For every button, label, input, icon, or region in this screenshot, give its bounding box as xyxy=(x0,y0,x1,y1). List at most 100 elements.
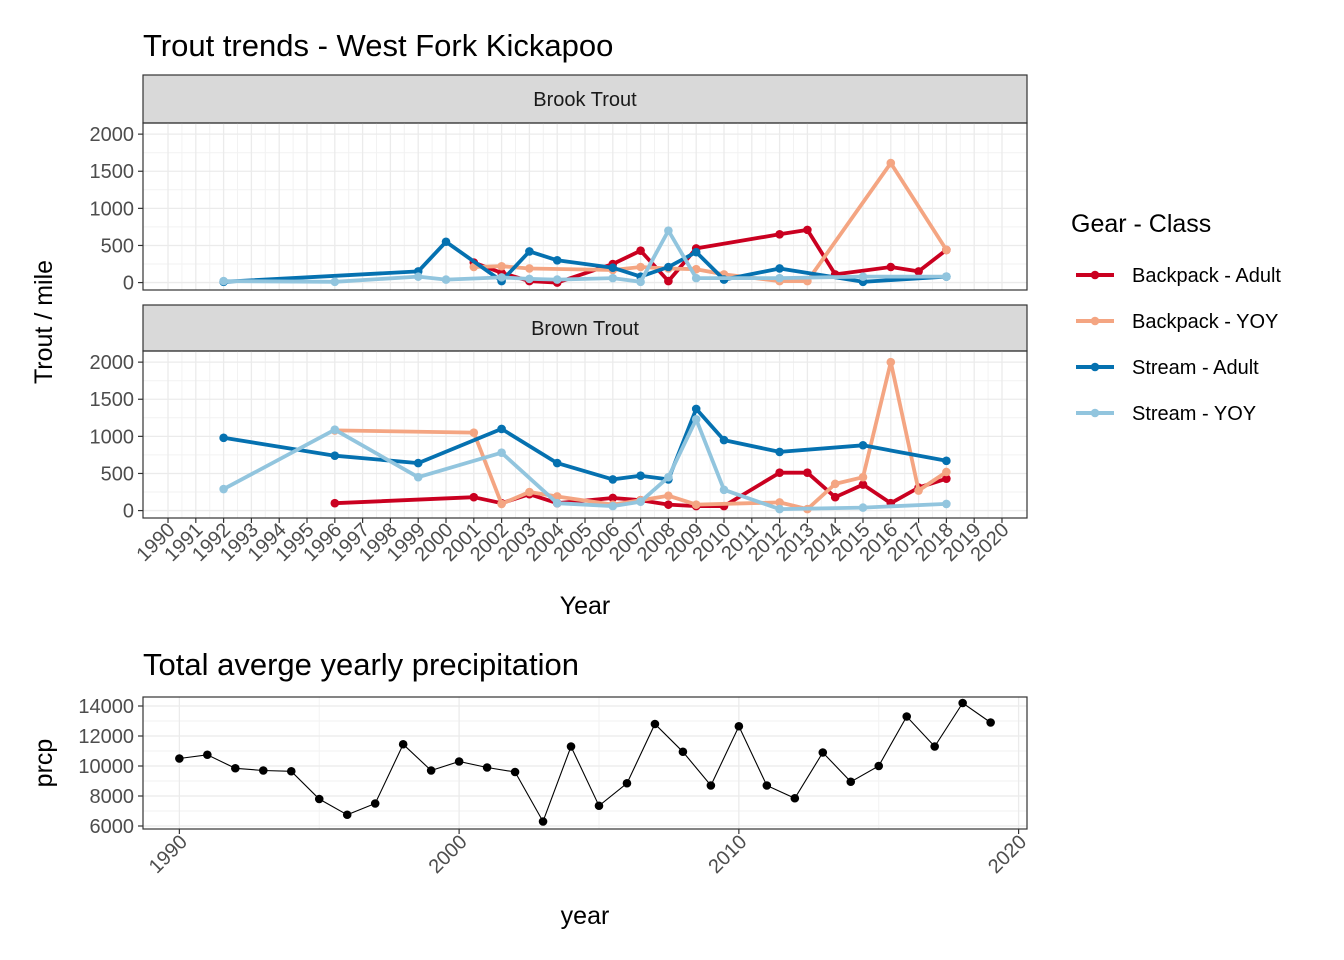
y-axis-label-2: prcp xyxy=(30,739,58,788)
y-tick-label: 1500 xyxy=(90,389,135,411)
data-point xyxy=(650,719,660,729)
data-point xyxy=(803,468,812,478)
data-point xyxy=(497,261,506,271)
data-point xyxy=(942,272,951,281)
facet-strip xyxy=(142,74,1028,124)
y-tick-label: 0 xyxy=(123,501,134,523)
data-point xyxy=(986,718,995,727)
data-point xyxy=(454,757,464,766)
data-point xyxy=(719,435,729,445)
data-point xyxy=(330,451,340,460)
legend-key-point xyxy=(1090,316,1100,326)
y-tick-label: 1500 xyxy=(90,161,135,183)
data-point xyxy=(608,273,618,283)
data-point xyxy=(398,739,408,749)
series-line-backpack-adult xyxy=(473,228,948,285)
data-point xyxy=(482,763,492,772)
data-point xyxy=(469,492,479,502)
legend-label: Backpack - YOY xyxy=(1132,311,1278,333)
data-point xyxy=(775,447,784,457)
data-point xyxy=(413,272,423,281)
data-point xyxy=(497,424,506,434)
data-point xyxy=(552,492,562,501)
x-tick-label: 2010 xyxy=(704,831,751,878)
data-point xyxy=(691,247,701,257)
data-point xyxy=(886,158,896,168)
data-point xyxy=(691,404,701,414)
data-point xyxy=(775,468,784,478)
y-tick-label: 14000 xyxy=(78,696,134,718)
series-line-backpack-yoy xyxy=(473,161,948,283)
data-point xyxy=(846,777,856,787)
panel-border xyxy=(142,696,1028,830)
data-point xyxy=(219,433,228,443)
data-point xyxy=(413,458,423,468)
legend-key-point xyxy=(1090,362,1100,372)
data-point xyxy=(775,230,784,239)
data-point xyxy=(691,500,701,509)
data-point xyxy=(830,479,840,489)
data-point xyxy=(706,781,716,790)
data-point xyxy=(636,497,645,506)
y-tick-label: 2000 xyxy=(90,124,135,146)
data-point xyxy=(803,225,812,235)
data-point xyxy=(664,472,673,482)
y-tick-label: 500 xyxy=(101,235,134,257)
series-line-stream-yoy xyxy=(223,228,947,284)
data-point xyxy=(330,498,340,508)
data-point xyxy=(775,498,784,507)
legend-label: Backpack - Adult xyxy=(1132,265,1281,287)
y-tick-label: 8000 xyxy=(90,786,135,808)
facet-strip xyxy=(142,304,1028,352)
data-point xyxy=(775,273,784,283)
legend-key-point xyxy=(1090,270,1100,280)
data-point xyxy=(231,763,240,773)
x-tick-label: 2000 xyxy=(425,831,472,878)
data-point xyxy=(858,480,868,489)
data-point xyxy=(594,801,604,811)
y-tick-label: 2000 xyxy=(90,352,135,374)
data-point xyxy=(942,245,951,255)
y-tick-label: 1000 xyxy=(90,198,135,220)
data-point xyxy=(902,712,912,721)
data-point xyxy=(497,448,506,457)
data-point xyxy=(370,799,380,808)
data-point xyxy=(664,262,673,272)
data-point xyxy=(552,275,562,284)
data-point xyxy=(664,276,673,286)
data-point xyxy=(441,275,451,284)
legend: Gear - Class Backpack - Adult Backpack - Y… xyxy=(1071,210,1281,425)
data-point xyxy=(441,237,451,247)
data-point xyxy=(636,277,645,287)
data-point xyxy=(203,750,212,760)
data-point xyxy=(552,498,562,508)
facet-strip-label: Brook Trout xyxy=(533,89,637,111)
data-point xyxy=(858,440,868,450)
data-point xyxy=(636,471,645,480)
data-point xyxy=(858,472,868,482)
data-point xyxy=(552,458,562,468)
data-point xyxy=(942,474,951,483)
data-point xyxy=(538,817,548,826)
data-point xyxy=(525,274,534,284)
facet-strip-label: Brown Trout xyxy=(531,318,639,340)
data-point xyxy=(510,767,520,777)
data-point xyxy=(608,501,618,511)
panel-border xyxy=(142,122,1028,291)
data-point xyxy=(636,262,645,272)
data-point xyxy=(552,256,562,265)
data-point xyxy=(664,491,673,501)
x-axis-label: Year xyxy=(560,592,611,620)
series-line-prcp xyxy=(179,702,991,823)
data-point xyxy=(678,747,688,757)
y-tick-label: 1000 xyxy=(90,426,135,448)
data-point xyxy=(942,467,951,477)
legend-label: Stream - YOY xyxy=(1132,403,1256,425)
data-point xyxy=(775,504,784,514)
data-point xyxy=(314,794,324,804)
data-point xyxy=(330,425,340,434)
y-tick-label: 6000 xyxy=(90,816,135,838)
data-point xyxy=(525,264,534,273)
data-point xyxy=(219,276,228,286)
